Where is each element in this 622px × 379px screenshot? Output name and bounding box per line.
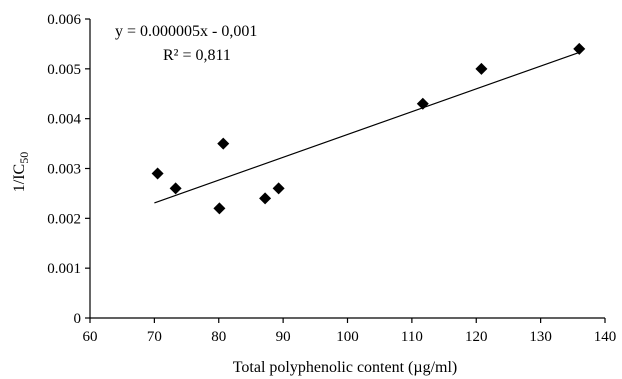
data-point bbox=[151, 167, 164, 180]
data-point bbox=[272, 182, 285, 195]
tick-labels: 0 0.001 0.002 0.003 0.004 0.005 0.006 60 70 80 90 1… bbox=[47, 12, 616, 345]
y-tick-label: 0.004 bbox=[47, 112, 81, 128]
y-tick-label: 0.002 bbox=[47, 211, 81, 227]
trendline bbox=[154, 51, 580, 204]
x-tick-label: 110 bbox=[401, 329, 423, 345]
data-point bbox=[475, 62, 488, 75]
x-tick-label: 60 bbox=[83, 329, 98, 345]
y-tick-label: 0.005 bbox=[47, 62, 81, 78]
x-tick-label: 120 bbox=[465, 329, 488, 345]
x-tick-label: 140 bbox=[594, 329, 617, 345]
axes bbox=[85, 18, 606, 323]
data-point bbox=[259, 192, 272, 205]
x-axis-title: Total polyphenolic content (µg/ml) bbox=[233, 359, 458, 376]
y-tick-label: 0.001 bbox=[47, 261, 81, 277]
y-axis-title: 1/IC50 bbox=[11, 152, 31, 192]
data-point bbox=[169, 182, 182, 195]
data-point bbox=[213, 202, 226, 215]
x-tick-label: 130 bbox=[529, 329, 552, 345]
data-point bbox=[573, 42, 586, 55]
r-squared-label: R² = 0,811 bbox=[163, 47, 231, 64]
y-tick-label: 0.006 bbox=[47, 12, 81, 28]
y-axis-title-subscript: 50 bbox=[17, 152, 31, 164]
y-tick-label: 0.003 bbox=[47, 162, 81, 178]
data-points bbox=[151, 42, 586, 215]
y-axis-title-main: 1/IC bbox=[11, 164, 28, 192]
x-tick-label: 90 bbox=[276, 329, 291, 345]
x-tick-label: 100 bbox=[336, 329, 359, 345]
data-point bbox=[217, 137, 230, 150]
x-tick-label: 70 bbox=[147, 329, 162, 345]
trendline-layer bbox=[154, 51, 580, 204]
data-point bbox=[416, 97, 429, 110]
x-tick-label: 80 bbox=[211, 329, 226, 345]
y-tick-label: 0 bbox=[74, 311, 82, 327]
regression-equation: y = 0.000005x - 0,001 bbox=[115, 23, 257, 40]
